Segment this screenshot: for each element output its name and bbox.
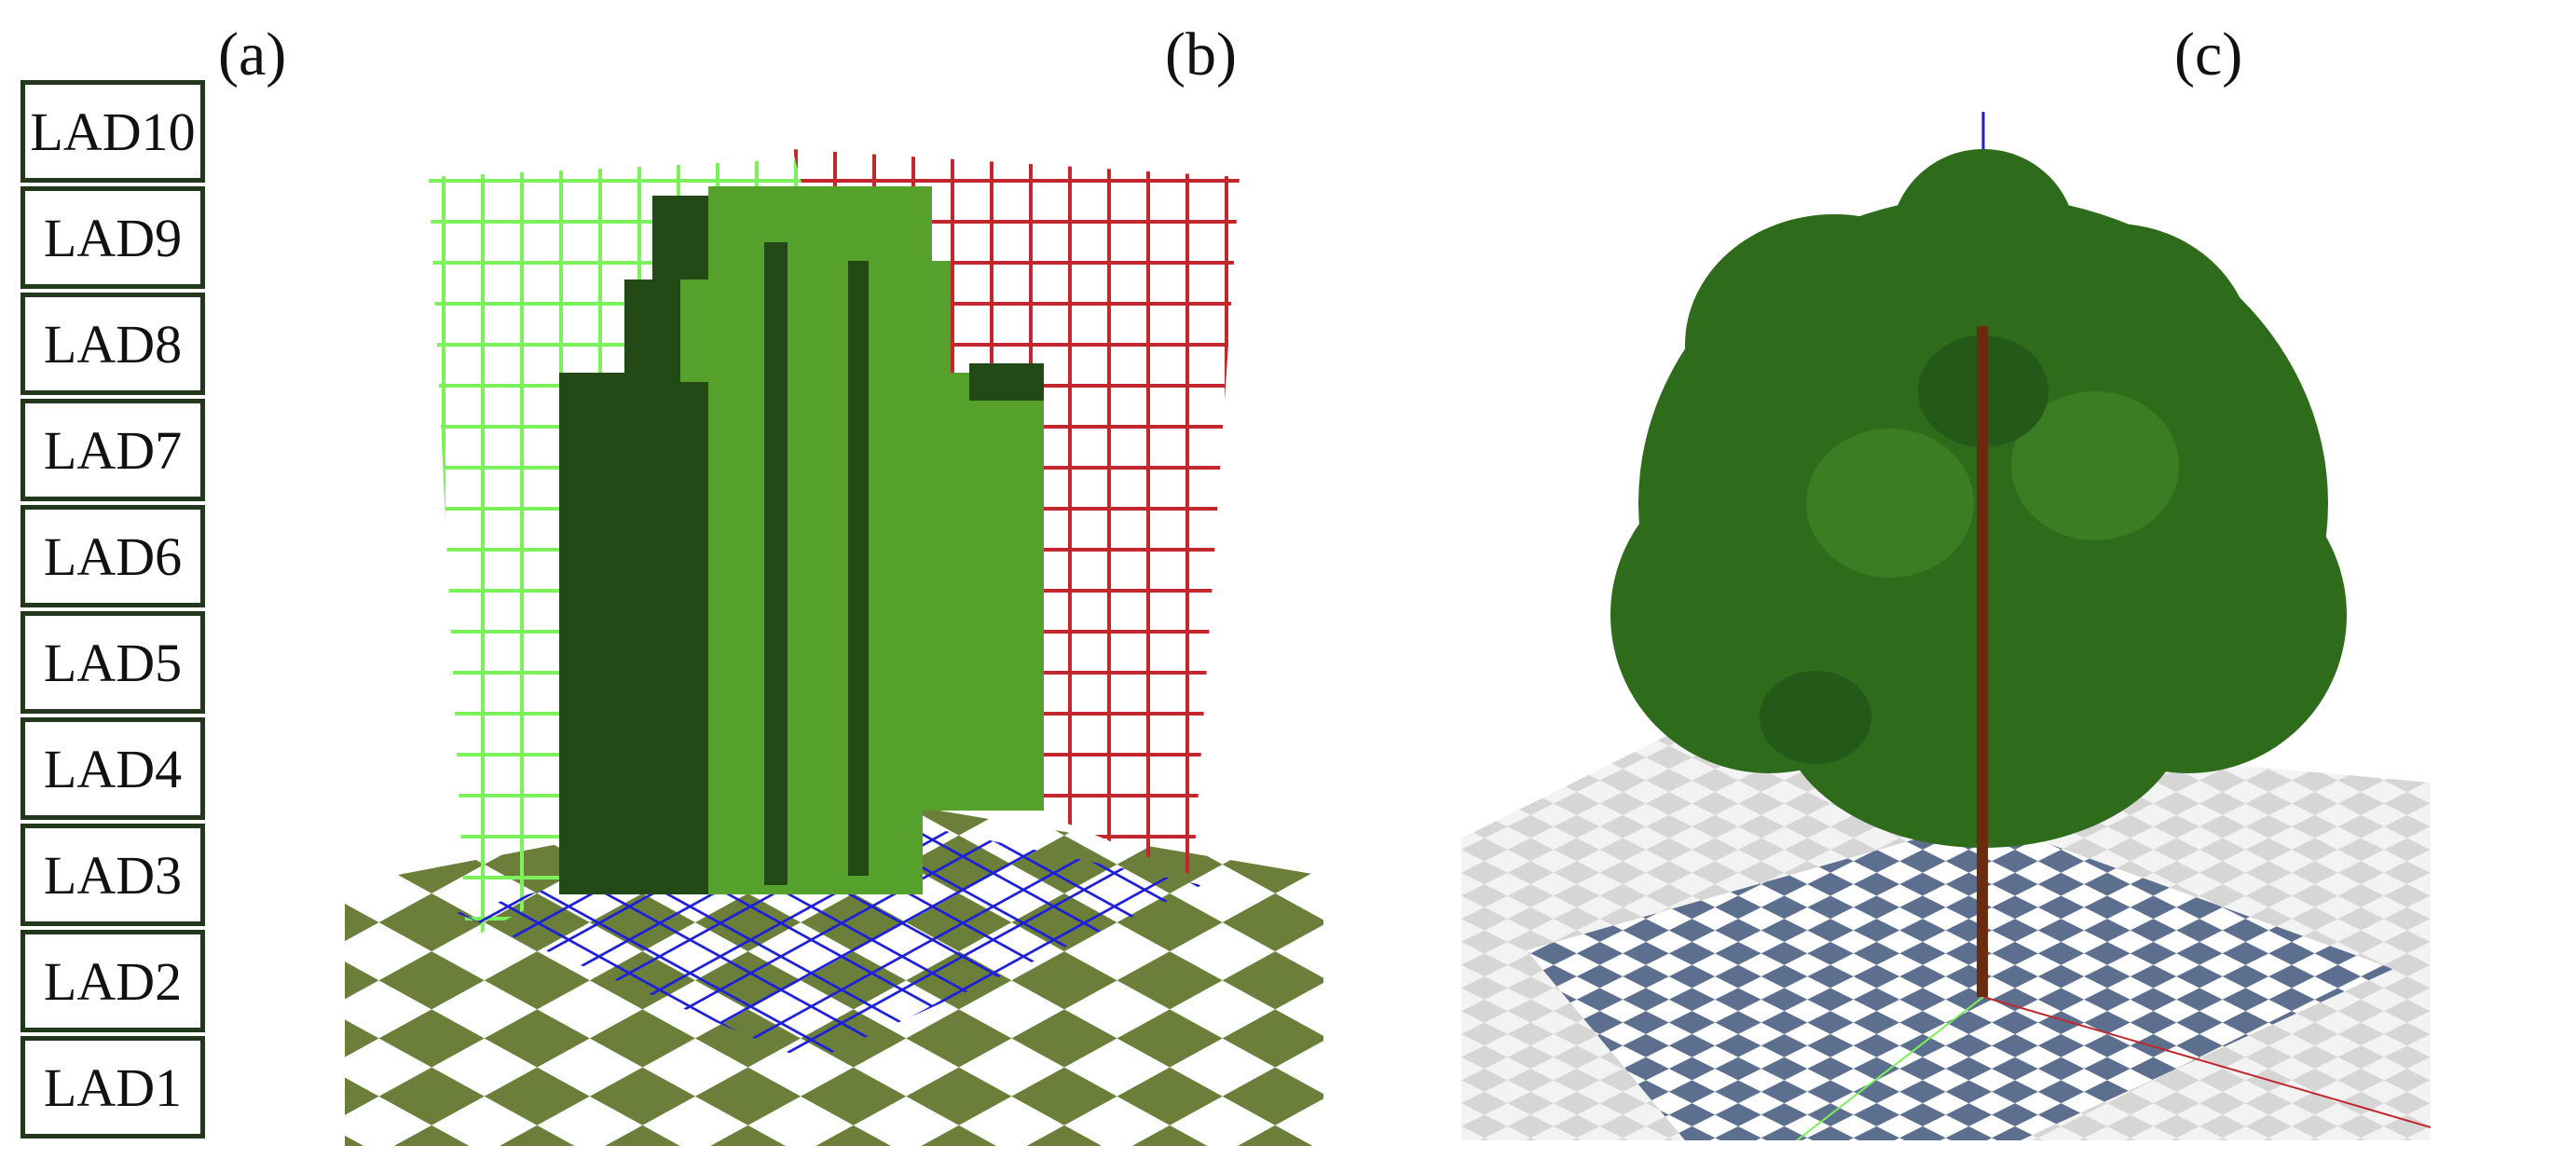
legend-item-lad8: LAD8 [21, 293, 205, 395]
voxel-crown [559, 186, 1044, 894]
voxel-crown-render [345, 149, 1323, 1146]
axis-x-line [1982, 996, 2431, 1128]
legend-item-lad9: LAD9 [21, 186, 205, 289]
legend-item-lad1: LAD1 [21, 1036, 205, 1139]
tree-trunk [1977, 326, 1988, 997]
ground-plane-inner [1527, 820, 2393, 1140]
legend-item-lad3: LAD3 [21, 824, 205, 926]
panel-label-a: (a) [218, 20, 287, 89]
panel-label-c: (c) [2174, 20, 2243, 89]
legend-item-lad6: LAD6 [21, 505, 205, 607]
legend-item-lad5: LAD5 [21, 611, 205, 714]
legend-item-lad2: LAD2 [21, 930, 205, 1032]
axis-y-line [1796, 996, 1984, 1140]
tree-model-render [1461, 112, 2431, 1140]
legend-item-lad4: LAD4 [21, 717, 205, 820]
panel-label-b: (b) [1165, 20, 1237, 89]
legend-item-lad7: LAD7 [21, 399, 205, 501]
lad-legend: LAD10 LAD9 LAD8 LAD7 LAD6 LAD5 LAD4 LAD3… [21, 80, 205, 1142]
legend-item-lad10: LAD10 [21, 80, 205, 183]
